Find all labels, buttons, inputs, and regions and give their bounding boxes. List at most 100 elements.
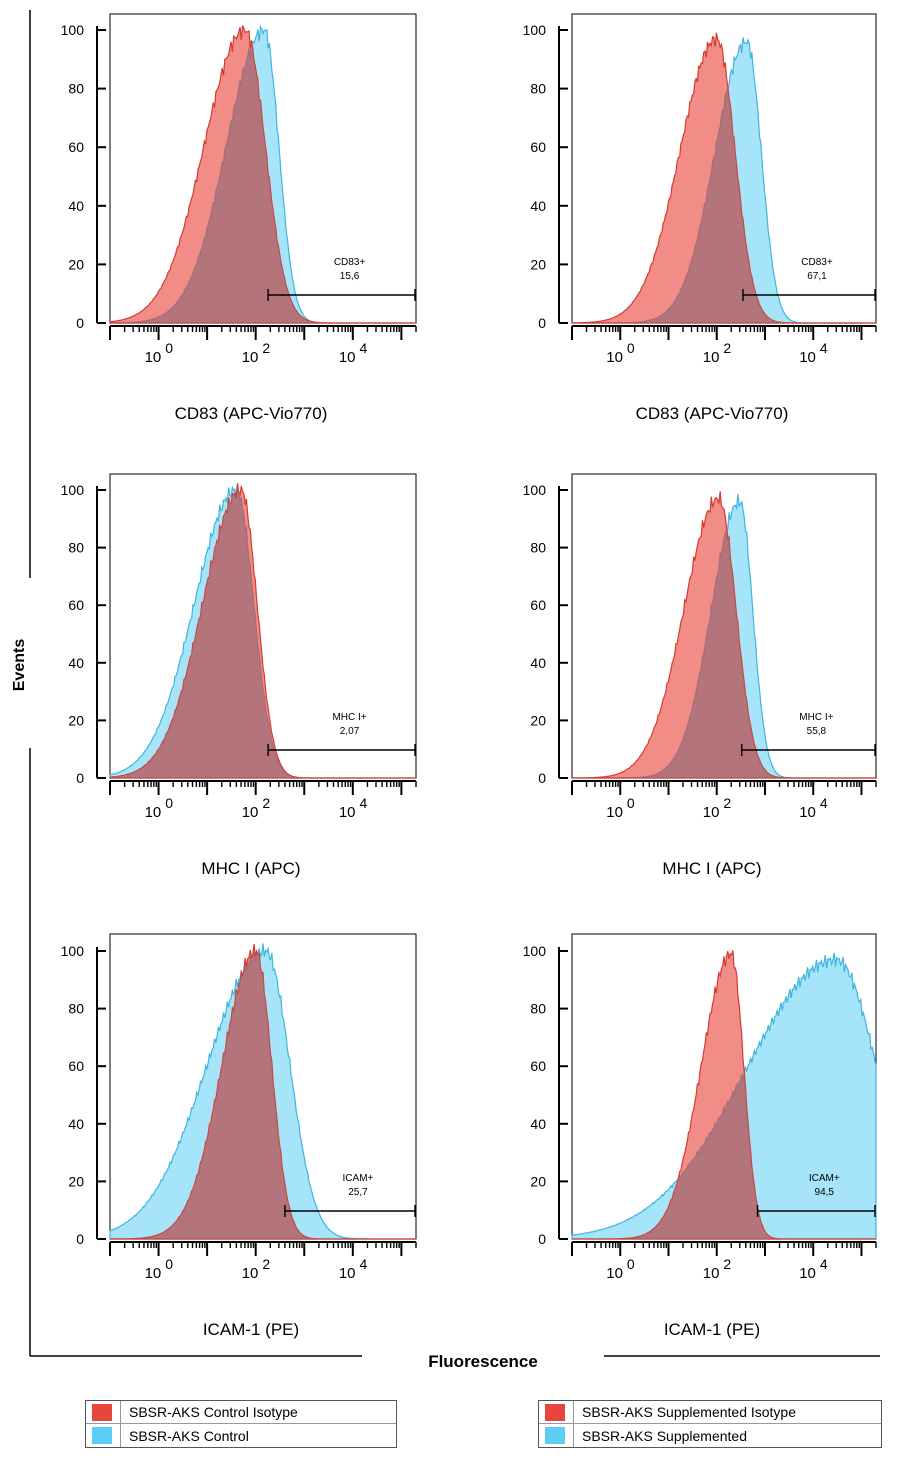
histogram-panel-4: 0 20 40 60 80 100 100 102 104 MHC I (APC) MHC I+ 55… — [523, 473, 877, 878]
gate-value: 25,7 — [348, 1187, 368, 1198]
x-tick-label: 102 — [242, 795, 271, 821]
x-tick-label: 100 — [145, 795, 174, 821]
y-tick-label: 80 — [68, 81, 84, 97]
y-tick-label: 0 — [76, 315, 84, 331]
legend-item-supplemented: SBSR-AKS Supplemented — [539, 1424, 881, 1447]
x-tick-label: 100 — [145, 340, 174, 366]
legend-control: SBSR-AKS Control Isotype SBSR-AKS Contro… — [85, 1400, 397, 1448]
legend-label: SBSR-AKS Supplemented Isotype — [582, 1404, 797, 1420]
series-overlap-area — [110, 41, 416, 324]
x-tick-label: 104 — [339, 1256, 368, 1282]
x-axis-label: ICAM-1 (PE) — [664, 1320, 760, 1339]
x-tick-label: 102 — [703, 1256, 732, 1282]
y-tick-label: 0 — [538, 315, 546, 331]
y-tick-label: 100 — [61, 22, 85, 38]
legend-label: SBSR-AKS Control — [129, 1427, 249, 1444]
legend-item-supplemented-isotype: SBSR-AKS Supplemented Isotype — [539, 1400, 881, 1424]
x-tick-label: 100 — [606, 795, 635, 821]
y-tick-label: 100 — [61, 482, 85, 498]
series-overlap-area — [572, 530, 876, 778]
y-tick-label: 40 — [68, 198, 84, 214]
y-tick-label: 40 — [68, 1116, 84, 1132]
events-axis-title: Events — [11, 639, 28, 692]
histogram-panel-5: 0 20 40 60 80 100 100 102 104 ICAM-1 (PE) ICAM+ 25,… — [61, 933, 417, 1339]
gate-name: CD83+ — [801, 257, 833, 268]
y-tick-label: 80 — [530, 540, 546, 556]
gate-name: MHC I+ — [332, 712, 366, 723]
gate-value: 67,1 — [807, 271, 827, 282]
y-tick-label: 60 — [530, 1058, 546, 1074]
legend-swatch-red — [545, 1403, 565, 1421]
x-tick-label: 104 — [799, 340, 828, 366]
legend-supplemented: SBSR-AKS Supplemented Isotype SBSR-AKS S… — [538, 1400, 882, 1448]
x-tick-label: 102 — [703, 795, 732, 821]
x-tick-label: 104 — [799, 795, 828, 821]
y-tick-label: 40 — [68, 655, 84, 671]
gate-name: ICAM+ — [343, 1173, 374, 1184]
x-tick-label: 102 — [703, 340, 732, 366]
histogram-panel-2: 0 20 40 60 80 100 100 102 104 CD83 (APC-Vio770) CD… — [523, 13, 877, 423]
y-tick-label: 0 — [76, 770, 84, 786]
histogram-panel-3: 0 20 40 60 80 100 100 102 104 MHC I (APC) MHC I+ 2,… — [61, 473, 417, 878]
y-tick-label: 60 — [530, 597, 546, 613]
x-tick-label: 100 — [606, 1256, 635, 1282]
histogram-panels: 0 20 40 60 80 100 100 102 104 CD83 (APC-Vio770) CD… — [61, 13, 877, 1339]
legend-swatch-blue — [545, 1427, 565, 1444]
y-tick-label: 20 — [530, 256, 546, 272]
legend-swatch-red — [92, 1403, 112, 1421]
fluorescence-axis-title: Fluorescence — [428, 1352, 538, 1371]
x-tick-label: 100 — [606, 340, 635, 366]
y-tick-label: 40 — [530, 1116, 546, 1132]
y-tick-label: 80 — [68, 1001, 84, 1017]
x-tick-label: 104 — [339, 795, 368, 821]
legend-swatch-blue — [92, 1427, 112, 1444]
y-tick-label: 60 — [530, 139, 546, 155]
y-tick-label: 40 — [530, 655, 546, 671]
y-tick-label: 0 — [538, 770, 546, 786]
histogram-panel-1: 0 20 40 60 80 100 100 102 104 CD83 (APC-Vio770) CD… — [61, 13, 417, 423]
legend-item-control-isotype: SBSR-AKS Control Isotype — [86, 1400, 396, 1424]
gate-name: ICAM+ — [809, 1173, 840, 1184]
x-axis-label: MHC I (APC) — [201, 859, 300, 878]
x-axis-label: MHC I (APC) — [662, 859, 761, 878]
series-overlap-area — [572, 88, 876, 323]
y-tick-label: 80 — [68, 540, 84, 556]
legend-item-control: SBSR-AKS Control — [86, 1424, 396, 1447]
x-axis-label: CD83 (APC-Vio770) — [175, 404, 328, 423]
y-tick-label: 20 — [530, 1173, 546, 1189]
legend-label: SBSR-AKS Supplemented — [582, 1427, 747, 1444]
gate-name: MHC I+ — [799, 712, 833, 723]
y-tick-label: 20 — [68, 256, 84, 272]
y-tick-label: 100 — [523, 943, 547, 959]
y-tick-label: 100 — [523, 22, 547, 38]
y-tick-label: 100 — [523, 482, 547, 498]
y-tick-label: 80 — [530, 1001, 546, 1017]
gate-name: CD83+ — [334, 257, 366, 268]
gate-value: 2,07 — [340, 726, 360, 737]
y-tick-label: 20 — [530, 712, 546, 728]
x-tick-label: 104 — [799, 1256, 828, 1282]
y-tick-label: 0 — [76, 1231, 84, 1247]
y-tick-label: 0 — [538, 1231, 546, 1247]
gate-value: 55,8 — [807, 726, 827, 737]
y-tick-label: 80 — [530, 81, 546, 97]
x-tick-label: 102 — [242, 340, 271, 366]
y-tick-label: 60 — [68, 597, 84, 613]
y-tick-label: 20 — [68, 712, 84, 728]
histogram-panel-6: 0 20 40 60 80 100 100 102 104 ICAM-1 (PE) ICAM+ 94,… — [523, 933, 877, 1339]
gate-value: 15,6 — [340, 271, 360, 282]
legend-label: SBSR-AKS Control Isotype — [129, 1404, 298, 1420]
x-tick-label: 104 — [339, 340, 368, 366]
series-overlap-area — [110, 483, 416, 778]
x-axis-label: CD83 (APC-Vio770) — [636, 404, 789, 423]
y-tick-label: 100 — [61, 943, 85, 959]
series-overlap-area — [110, 949, 416, 1239]
series-overlap-area — [572, 1072, 876, 1239]
y-tick-label: 40 — [530, 198, 546, 214]
y-tick-label: 60 — [68, 139, 84, 155]
gate-value: 94,5 — [815, 1187, 835, 1198]
x-axis-label: ICAM-1 (PE) — [203, 1320, 299, 1339]
x-tick-label: 100 — [145, 1256, 174, 1282]
y-tick-label: 60 — [68, 1058, 84, 1074]
